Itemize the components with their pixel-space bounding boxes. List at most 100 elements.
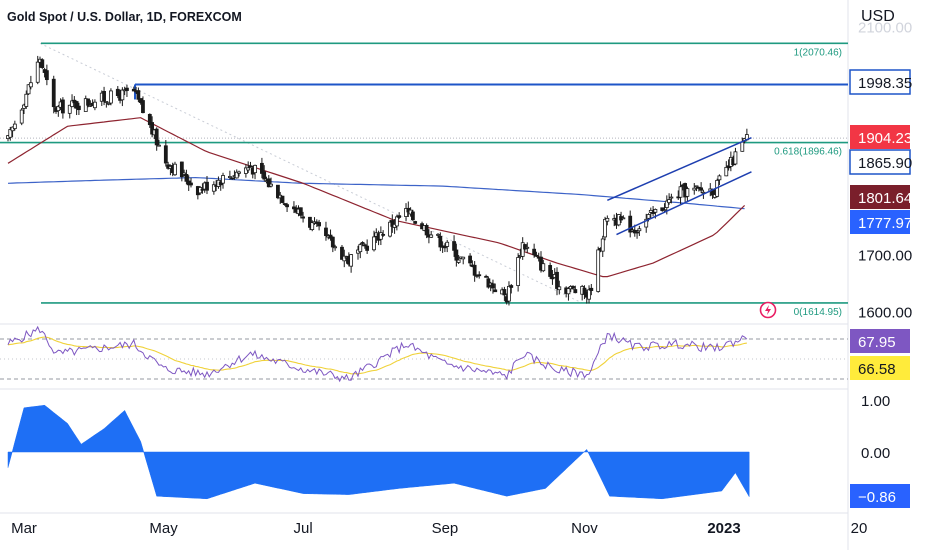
- candle-body[interactable]: [260, 162, 264, 174]
- candle-body[interactable]: [317, 222, 321, 227]
- candle-body[interactable]: [74, 101, 79, 109]
- candle-body[interactable]: [266, 178, 271, 188]
- candle-body[interactable]: [635, 231, 639, 234]
- candle-body[interactable]: [8, 129, 13, 138]
- price-axis[interactable]: 2100.00 1600.00 1700.00 1.00 0.00 1998.35 1904…: [849, 20, 932, 514]
- candle-body[interactable]: [136, 90, 141, 100]
- rsi-signal-line[interactable]: [7, 336, 747, 375]
- candle-body[interactable]: [404, 208, 408, 217]
- candle-body[interactable]: [477, 274, 482, 277]
- candle-body[interactable]: [509, 285, 514, 288]
- candle-body[interactable]: [468, 255, 472, 264]
- candle-body[interactable]: [491, 283, 495, 289]
- candle-body[interactable]: [237, 171, 241, 174]
- candle-body[interactable]: [694, 185, 699, 188]
- price-badge[interactable]: [850, 210, 910, 234]
- candle-body[interactable]: [472, 264, 477, 276]
- candle-body[interactable]: [282, 203, 287, 205]
- candle-body[interactable]: [150, 122, 155, 135]
- candle-body[interactable]: [269, 183, 273, 187]
- candle-body[interactable]: [301, 216, 305, 219]
- candle-body[interactable]: [342, 255, 347, 262]
- candle-body[interactable]: [372, 236, 376, 251]
- price-badge[interactable]: [850, 329, 910, 353]
- candle-body[interactable]: [109, 90, 113, 104]
- candle-body[interactable]: [184, 174, 189, 182]
- candle-body[interactable]: [70, 100, 74, 107]
- candle-body[interactable]: [596, 249, 601, 292]
- candle-body[interactable]: [360, 242, 365, 244]
- candle-body[interactable]: [234, 171, 239, 179]
- candle-body[interactable]: [154, 128, 159, 146]
- price-badge[interactable]: [850, 356, 910, 380]
- candle-body[interactable]: [484, 275, 488, 278]
- candle-body[interactable]: [330, 236, 335, 248]
- candle-body[interactable]: [454, 249, 459, 261]
- candle-body[interactable]: [131, 88, 136, 92]
- price-badge[interactable]: [850, 484, 910, 508]
- trend-channel-line[interactable]: [616, 171, 752, 236]
- candle-body[interactable]: [26, 84, 31, 95]
- candle-body[interactable]: [493, 289, 498, 293]
- candle-body[interactable]: [298, 207, 303, 216]
- candle-body[interactable]: [189, 182, 193, 186]
- candle-body[interactable]: [205, 181, 209, 191]
- candle-body[interactable]: [173, 163, 177, 176]
- oscillator-area[interactable]: [7, 404, 750, 500]
- candle-body[interactable]: [413, 221, 418, 224]
- candle-body[interactable]: [280, 195, 285, 203]
- price-badge[interactable]: [849, 149, 911, 175]
- oscillator-pane[interactable]: [7, 404, 750, 500]
- price-badge[interactable]: [850, 185, 910, 209]
- candle-body[interactable]: [555, 271, 559, 289]
- candle-body[interactable]: [637, 228, 642, 232]
- candle-body[interactable]: [566, 288, 571, 295]
- candle-body[interactable]: [548, 265, 553, 277]
- candle-body[interactable]: [646, 214, 651, 219]
- candle-body[interactable]: [67, 104, 72, 114]
- candle-body[interactable]: [358, 244, 363, 253]
- candle-body[interactable]: [571, 286, 575, 289]
- candle-body[interactable]: [19, 109, 24, 124]
- candle-body[interactable]: [394, 216, 399, 227]
- candle-body[interactable]: [664, 200, 669, 208]
- moving-average-short[interactable]: [7, 117, 746, 278]
- candle-body[interactable]: [502, 289, 507, 296]
- candle-body[interactable]: [662, 209, 667, 212]
- candle-body[interactable]: [429, 234, 434, 238]
- candle-body[interactable]: [424, 224, 429, 236]
- rsi-line[interactable]: [7, 325, 748, 383]
- candle-body[interactable]: [44, 70, 49, 81]
- candle-body[interactable]: [436, 234, 440, 236]
- candle-body[interactable]: [456, 259, 461, 263]
- candle-body[interactable]: [667, 199, 671, 204]
- candle-body[interactable]: [541, 263, 546, 272]
- candle-body[interactable]: [147, 113, 152, 126]
- candle-body[interactable]: [525, 246, 530, 249]
- candle-body[interactable]: [520, 242, 525, 257]
- candle-body[interactable]: [724, 166, 729, 177]
- candle-body[interactable]: [28, 82, 33, 88]
- candle-body[interactable]: [740, 141, 745, 152]
- trend-channel-line[interactable]: [607, 136, 752, 202]
- candle-body[interactable]: [443, 246, 447, 249]
- candle-body[interactable]: [397, 215, 402, 218]
- candle-body[interactable]: [605, 217, 610, 222]
- candle-body[interactable]: [378, 232, 383, 240]
- candle-body[interactable]: [532, 248, 537, 256]
- candle-body[interactable]: [157, 144, 161, 147]
- candle-body[interactable]: [243, 167, 248, 174]
- candle-body[interactable]: [179, 161, 184, 178]
- candle-body[interactable]: [51, 78, 56, 108]
- candle-body[interactable]: [56, 106, 61, 112]
- candle-body[interactable]: [534, 254, 539, 257]
- candle-body[interactable]: [388, 221, 392, 237]
- candle-body[interactable]: [182, 172, 187, 175]
- candle-body[interactable]: [324, 227, 328, 237]
- candle-body[interactable]: [227, 176, 232, 179]
- candle-body[interactable]: [211, 184, 216, 192]
- price-pane[interactable]: 1(2070.46) 0.618(1896.46) 0(1614.95): [0, 42, 848, 319]
- candle-body[interactable]: [651, 212, 655, 214]
- candle-body[interactable]: [516, 257, 521, 286]
- candle-body[interactable]: [573, 289, 578, 294]
